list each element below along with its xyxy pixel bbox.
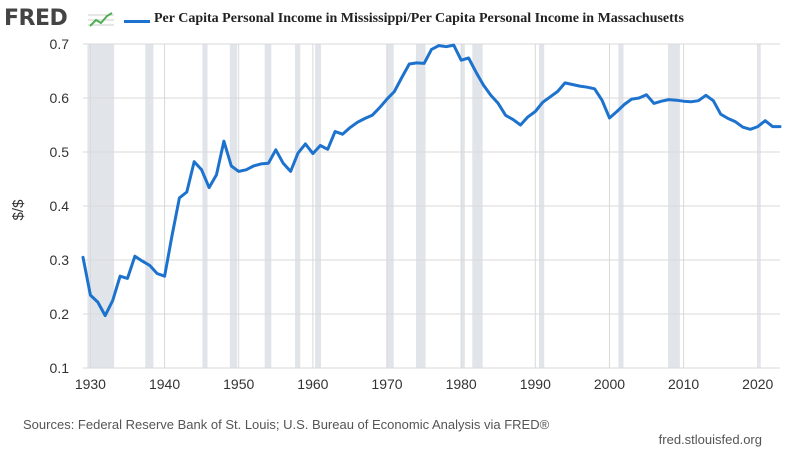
x-tick-label-0: 1930 — [75, 376, 106, 392]
x-tick-label-8: 2010 — [668, 376, 699, 392]
y-tick-label-6: 0.7 — [50, 36, 70, 52]
x-tick-label-6: 1990 — [520, 376, 551, 392]
y-tick-label-3: 0.4 — [50, 198, 70, 214]
y-tick-label-0: 0.1 — [50, 360, 70, 376]
series-line-0[interactable] — [81, 43, 782, 318]
y-tick-label-1: 0.2 — [50, 306, 70, 322]
gridlines — [83, 43, 780, 369]
legend-line-swatch — [124, 20, 150, 23]
fred-logo[interactable]: FRED — [4, 6, 68, 31]
x-tick-label-9: 2020 — [742, 376, 773, 392]
y-tick-label-5: 0.6 — [50, 90, 70, 106]
x-axis-ticks: 1930 1940 1950 1960 1970 1980 1990 2000 2010 2020 — [75, 376, 774, 392]
x-tick-label-3: 1960 — [297, 376, 328, 392]
y-axis-label: $/$ — [10, 199, 27, 221]
x-tick-label-5: 1980 — [446, 376, 477, 392]
series-layer — [81, 43, 782, 318]
fred-logo-graph-icon — [88, 10, 114, 30]
y-tick-label-4: 0.5 — [50, 144, 70, 160]
y-tick-label-2: 0.3 — [50, 252, 70, 268]
y-axis-ticks: 0.1 0.2 0.3 0.4 0.5 0.6 0.7 — [50, 36, 70, 376]
site-url[interactable]: fred.stlouisfed.org — [658, 432, 762, 447]
source-note: Sources: Federal Reserve Bank of St. Lou… — [23, 417, 550, 432]
chart-header: FRED Per Capita Personal Income in Missi… — [0, 0, 800, 40]
x-tick-label-1: 1940 — [149, 376, 180, 392]
legend-series-label: Per Capita Personal Income in Mississipp… — [154, 11, 684, 26]
x-tick-label-2: 1950 — [223, 376, 254, 392]
x-tick-label-4: 1970 — [371, 376, 402, 392]
x-tick-label-7: 2000 — [594, 376, 625, 392]
